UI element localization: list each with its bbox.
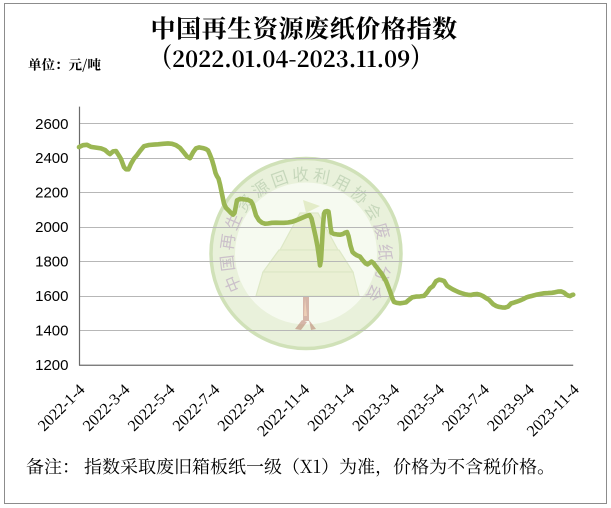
svg-text:2600: 2600 (35, 116, 68, 133)
svg-text:1200: 1200 (35, 357, 68, 374)
svg-text:1400: 1400 (35, 323, 68, 340)
svg-text:1600: 1600 (35, 288, 68, 305)
svg-text:2200: 2200 (35, 185, 68, 202)
svg-text:1800: 1800 (35, 254, 68, 271)
svg-text:2400: 2400 (35, 150, 68, 167)
svg-text:2000: 2000 (35, 219, 68, 236)
